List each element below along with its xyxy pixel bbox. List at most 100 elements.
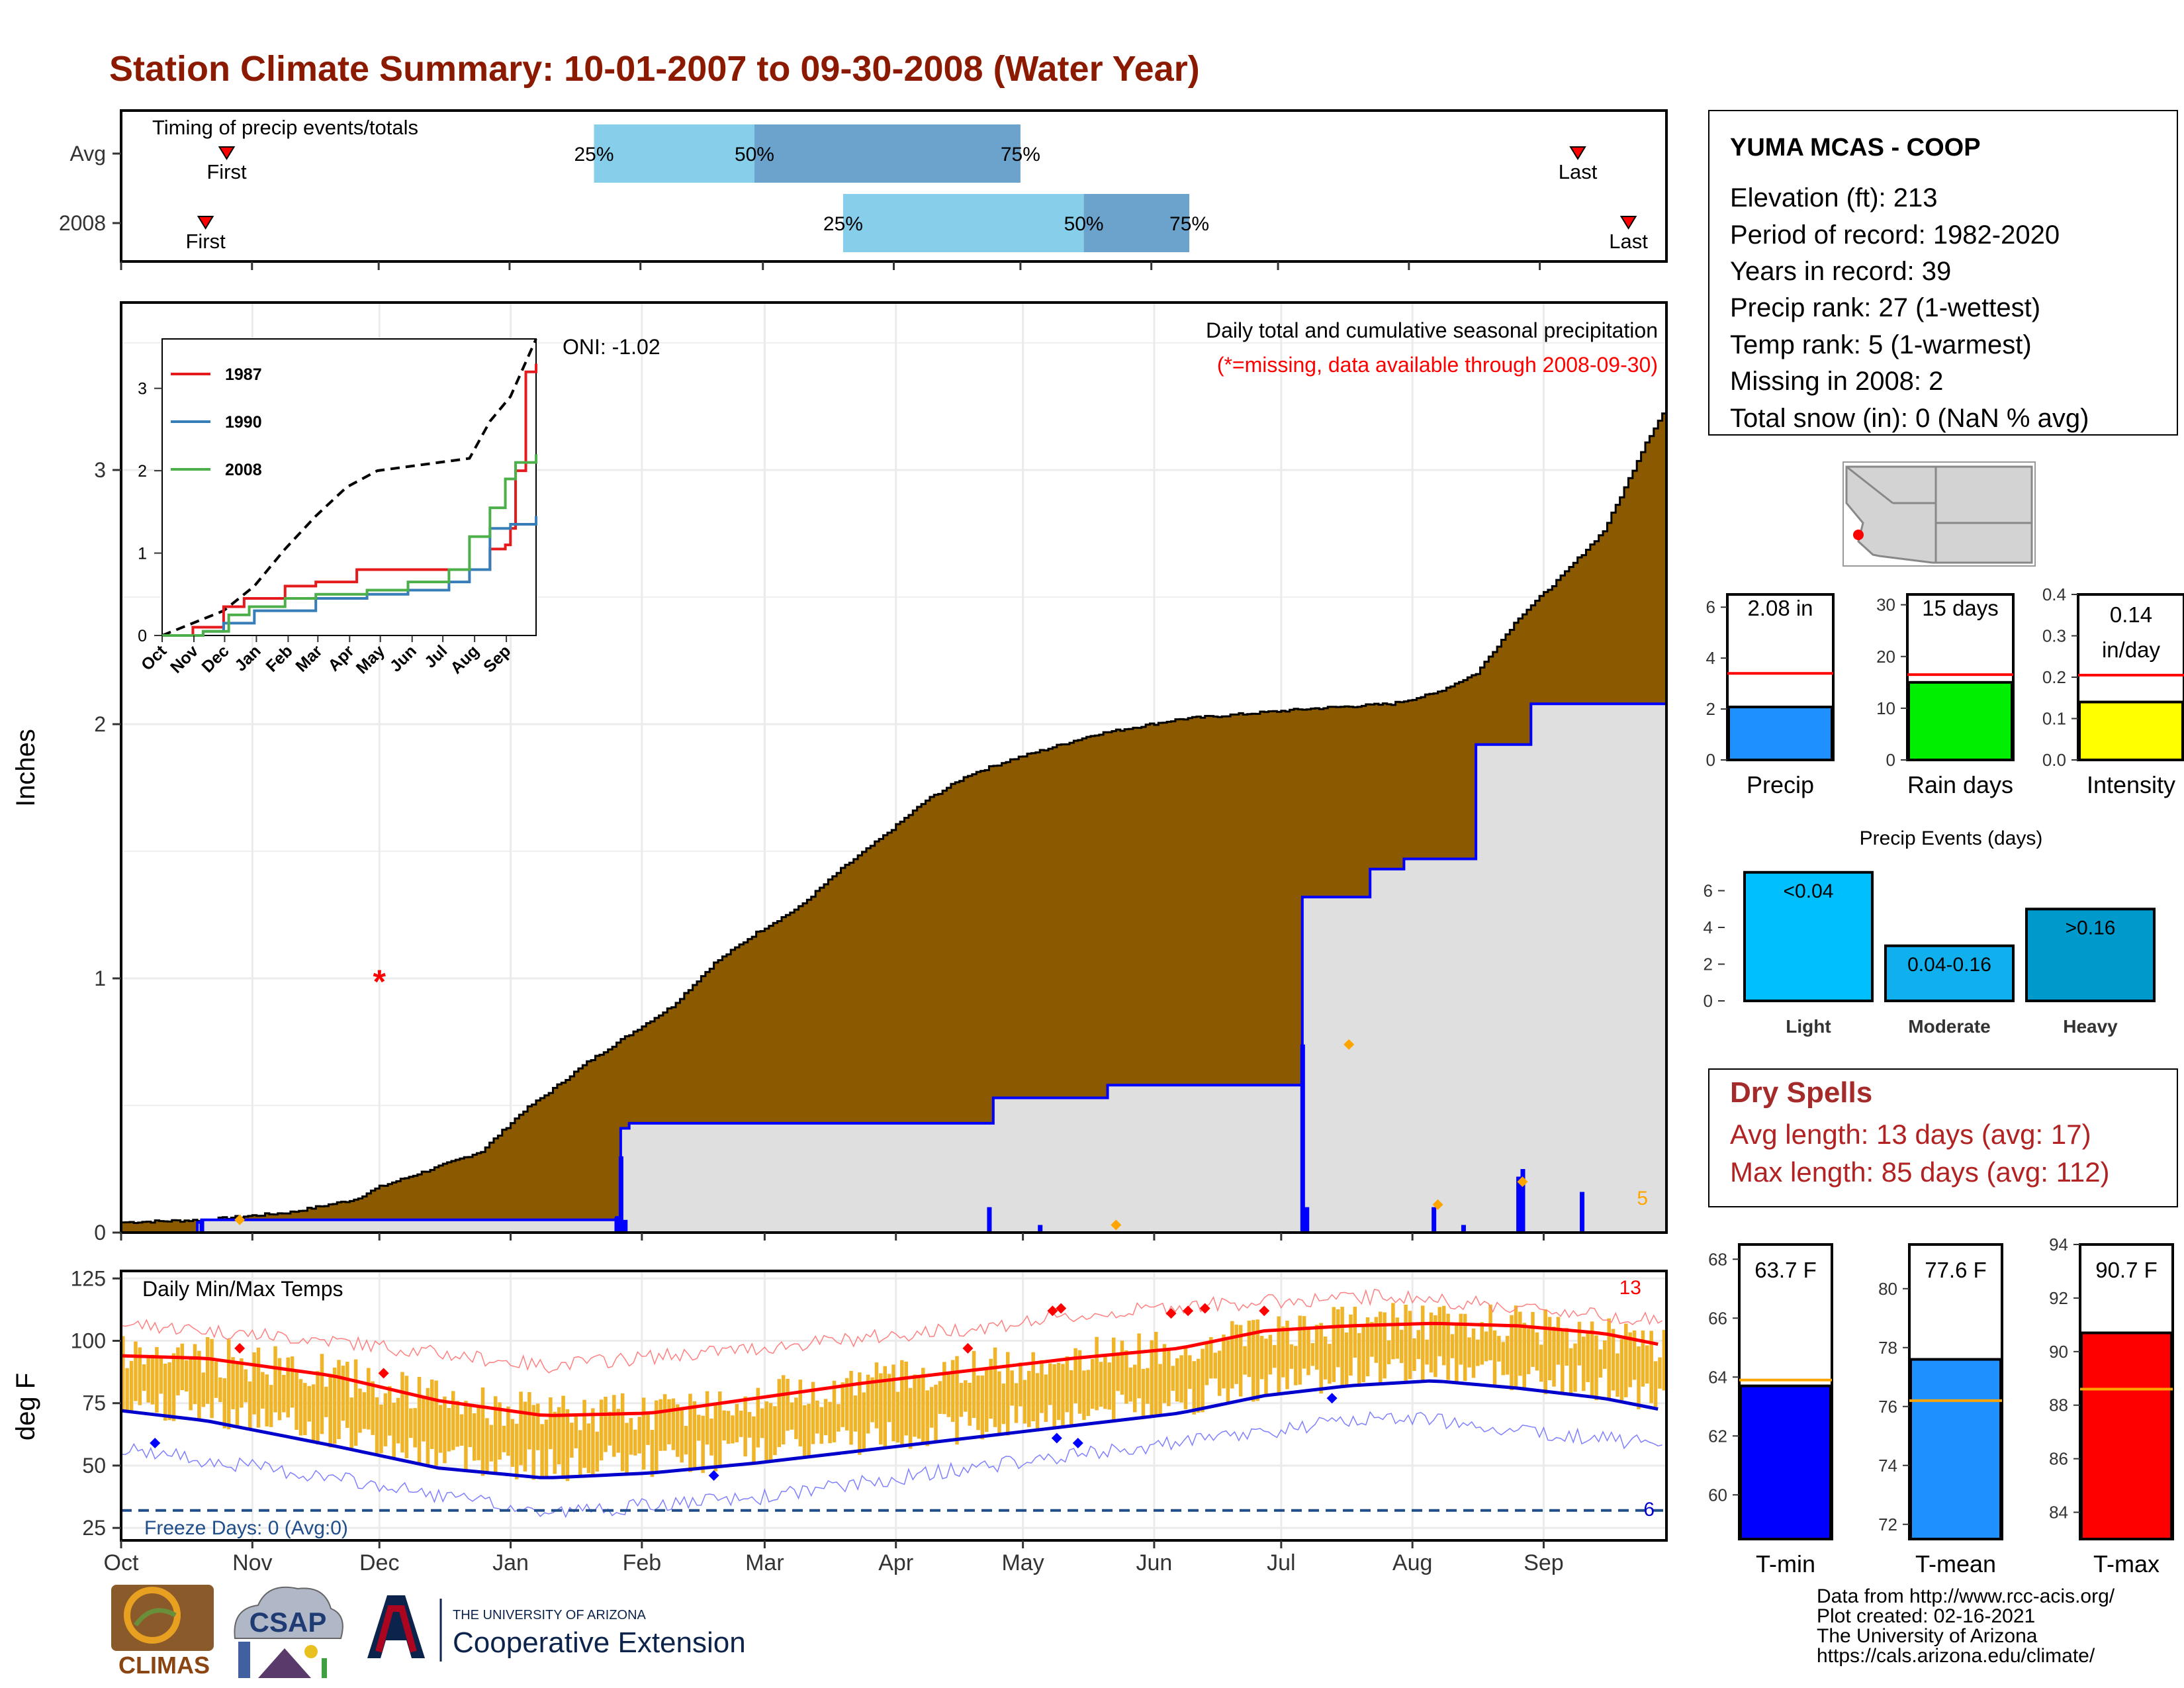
daily-temp-range-bar [680, 1408, 684, 1463]
inset-chart: 1987 1990 2008 0 1 2 3 OctNovDecJanFebMarAprMa… [138, 338, 537, 678]
daily-temp-range-bar [1391, 1303, 1395, 1360]
daily-temp-range-bar [180, 1343, 185, 1391]
climas-logo: CLIMAS [111, 1585, 214, 1679]
footer-line-created: Plot created: 02-16-2021 [1817, 1605, 2035, 1627]
inset-line-1987 [162, 363, 537, 637]
temp-summary-label: 63.7 F [1754, 1258, 1817, 1282]
daily-temp-range-bar [1328, 1344, 1332, 1384]
daily-temp-range-bar [993, 1347, 997, 1427]
daily-temp-range-bar [1281, 1326, 1285, 1378]
record-low-marker [708, 1470, 719, 1481]
station-location-dot [1853, 530, 1864, 540]
daily-temp-range-bar [811, 1382, 815, 1444]
daily-temp-range-bar [1031, 1352, 1035, 1422]
daily-temp-range-bar [934, 1384, 938, 1442]
daily-temp-range-bar [752, 1416, 756, 1463]
daily-temp-range-bar [256, 1347, 261, 1428]
daily-temp-range-bar [142, 1364, 146, 1391]
timing-p50-label: 50% [1064, 213, 1104, 235]
daily-temp-range-bar [1501, 1342, 1506, 1376]
daily-temp-range-bar [1526, 1329, 1531, 1374]
daily-temp-range-bar [316, 1371, 320, 1445]
temp-ylabel: deg F [11, 1373, 40, 1440]
daily-temp-range-bar [379, 1404, 383, 1454]
daily-temp-range-bar [396, 1397, 400, 1444]
daily-temp-range-bar [1154, 1331, 1158, 1415]
oni-label: ONI: -1.02 [563, 335, 660, 359]
daily-temp-range-bar [1336, 1309, 1340, 1368]
avg-min-temp-line [120, 1379, 1659, 1479]
temp-ytick-label: 75 [82, 1391, 106, 1415]
daily-temp-range-bar [1183, 1346, 1188, 1409]
daily-temp-range-bar [739, 1411, 743, 1437]
event-bar [2025, 908, 2156, 1002]
temp-summary-t-max: 90.7 F 84 86 88 90 92 94 T-max [2049, 1235, 2174, 1577]
daily-temp-range-bar [413, 1408, 417, 1448]
daily-temp-range-bar [1090, 1358, 1095, 1409]
daily-temp-range-bar [620, 1393, 625, 1472]
daily-precip-bar [987, 1207, 992, 1233]
temp-ytick-label: 125 [71, 1266, 106, 1290]
timing-panel: Timing of precip events/totals Avg 25% 50%… [59, 109, 1668, 270]
daily-temp-range-bar [210, 1338, 214, 1419]
daily-temp-range-bar [451, 1391, 455, 1450]
daily-temp-range-bar [498, 1402, 502, 1460]
inset-month-label: Jul [421, 641, 451, 671]
summary-bar-ytick-label: 0.0 [2042, 750, 2066, 770]
daily-temp-range-bar [1310, 1342, 1315, 1366]
timing-p75-label: 75% [1169, 213, 1209, 235]
daily-temp-range-bar [1201, 1348, 1205, 1413]
daily-temp-range-bar [1374, 1317, 1379, 1363]
timing-bar-q1 [594, 124, 754, 183]
daily-temp-range-bar [167, 1362, 171, 1421]
daily-temp-range-bar [1128, 1367, 1133, 1402]
daily-temp-range-bar [1615, 1353, 1619, 1397]
inset-month-label: Oct [138, 641, 171, 675]
daily-temp-range-bar [392, 1403, 396, 1460]
summary-bar-ytick-label: 0.1 [2042, 709, 2066, 729]
daily-temp-range-bar [1137, 1333, 1141, 1399]
inset-line-2008 [162, 454, 537, 637]
temp-data [120, 1289, 1666, 1519]
daily-temp-range-bar [201, 1372, 206, 1407]
hot-days-count: 13 [1619, 1277, 1641, 1299]
daily-temp-range-bar [121, 1336, 125, 1413]
daily-temp-range-bar [163, 1364, 167, 1421]
daily-temp-range-bar [307, 1385, 311, 1422]
daily-temp-range-bar [1150, 1340, 1154, 1418]
daily-temp-range-bar [506, 1406, 510, 1456]
daily-temp-range-bar [1446, 1313, 1450, 1380]
last-event-marker [1619, 216, 1637, 230]
daily-temp-range-bar [1264, 1338, 1268, 1397]
daily-temp-range-bar [1192, 1361, 1197, 1415]
daily-temp-range-bar [1167, 1349, 1171, 1407]
event-bar-label: 0.04-0.16 [1907, 954, 1991, 976]
daily-temp-range-bar [1471, 1328, 1476, 1378]
month-label: Apr [878, 1550, 913, 1575]
daily-temp-range-bar [531, 1405, 536, 1480]
daily-temp-range-bar [244, 1369, 248, 1403]
daily-temp-range-bar [743, 1396, 747, 1457]
daily-temp-range-bar [1014, 1383, 1019, 1423]
climas-logo-text: CLIMAS [118, 1652, 210, 1679]
daily-temp-range-bar [477, 1407, 480, 1460]
daily-temp-range-bar [828, 1401, 832, 1444]
daily-temp-range-bar [938, 1381, 942, 1414]
temp-summary-ytick-label: 60 [1708, 1485, 1727, 1505]
record-low-marker [150, 1438, 161, 1449]
daily-temp-range-bar [1205, 1342, 1209, 1385]
daily-temp-range-bar [353, 1359, 358, 1446]
avg-max-temp-line [120, 1321, 1659, 1417]
timing-row-label: 2008 [59, 211, 106, 235]
record-low-marker [1072, 1438, 1083, 1449]
daily-temp-range-bar [1340, 1307, 1344, 1387]
inset-month-label: Feb [262, 641, 296, 675]
inset-month-label: Jan [231, 641, 264, 675]
daily-temp-range-bar [1662, 1330, 1666, 1391]
daily-temp-range-bar [282, 1375, 286, 1413]
daily-temp-range-bar [489, 1425, 494, 1462]
daily-temp-range-bar [332, 1367, 337, 1444]
daily-temp-range-bar [1019, 1362, 1023, 1407]
timing-p25-label: 25% [823, 213, 863, 235]
daily-temp-range-bar [502, 1425, 506, 1452]
